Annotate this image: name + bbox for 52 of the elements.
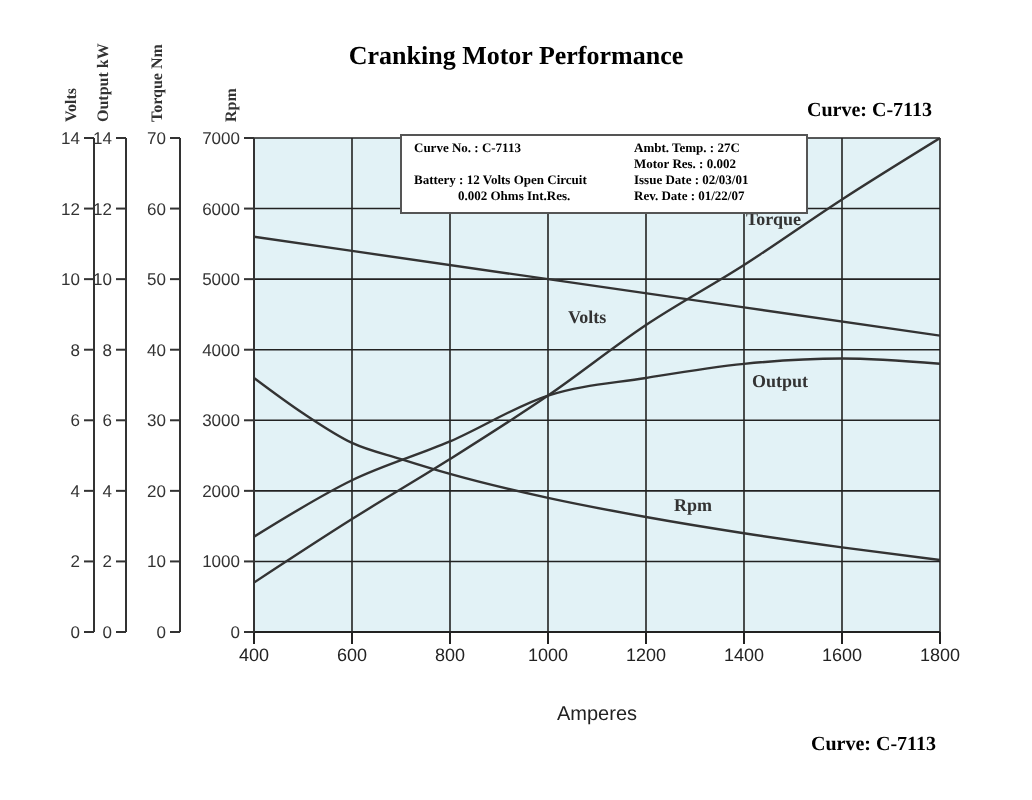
y2-tick-label: 0 bbox=[156, 622, 167, 643]
y-tick-label: 0 bbox=[230, 622, 241, 643]
y-axis-title: Rpm bbox=[222, 87, 240, 122]
x-tick-label: 1800 bbox=[919, 644, 961, 665]
x-tick-label: 600 bbox=[336, 644, 368, 665]
text: Output kW bbox=[94, 43, 112, 122]
text: Curve: C-7113 bbox=[811, 734, 936, 756]
text: 2 bbox=[70, 551, 81, 572]
chart-title: Cranking Motor Performance bbox=[348, 40, 684, 70]
x-tick-label: 800 bbox=[434, 644, 466, 665]
y-tick-label: 1000 bbox=[202, 551, 241, 572]
series-label: Rpm bbox=[674, 494, 714, 515]
y3-tick-label: 2 bbox=[102, 551, 113, 572]
y2-tick-label: 60 bbox=[147, 198, 167, 219]
x-axis-title: Amperes bbox=[556, 704, 638, 726]
y2-axis-title: Torque Nm bbox=[148, 43, 166, 122]
y3-axis-title: Volts bbox=[62, 87, 80, 122]
y2-tick-label: 30 bbox=[147, 410, 167, 431]
x-tick-label: 1000 bbox=[527, 644, 569, 665]
text: 0 bbox=[70, 622, 81, 643]
y-tick-label: 5000 bbox=[202, 269, 241, 290]
y-tick-label: 6000 bbox=[202, 198, 241, 219]
y3-tick-label: 14 bbox=[93, 128, 113, 149]
y-tick-label: 7000 bbox=[202, 128, 241, 149]
y-tick-label: 4000 bbox=[202, 339, 241, 360]
series-label: Volts bbox=[568, 307, 608, 328]
text: 12 bbox=[61, 198, 81, 219]
text: 10 bbox=[61, 269, 81, 290]
x-tick-label: 1200 bbox=[625, 644, 667, 665]
y2-tick-label: 70 bbox=[147, 128, 167, 149]
series-label: Torque bbox=[746, 209, 802, 230]
y2-tick-label: 20 bbox=[147, 480, 167, 501]
x-tick-label: 400 bbox=[238, 644, 270, 665]
y-tick-label: 2000 bbox=[202, 480, 241, 501]
y2-tick-label: 50 bbox=[147, 269, 167, 290]
y3-tick-label: 4 bbox=[102, 480, 113, 501]
y2-tick-label: 10 bbox=[147, 551, 167, 572]
y3-tick-label: 10 bbox=[93, 269, 113, 290]
y2-tick-label: 40 bbox=[147, 339, 167, 360]
text: 6 bbox=[70, 410, 81, 431]
x-tick-label: 1400 bbox=[723, 644, 765, 665]
y3-tick-label: 6 bbox=[102, 410, 113, 431]
y-tick-label: 3000 bbox=[202, 410, 241, 431]
y3-tick-label: 0 bbox=[102, 622, 113, 643]
x-tick-label: 1600 bbox=[821, 644, 863, 665]
series-label: Output bbox=[752, 370, 809, 391]
text: 4 bbox=[70, 480, 81, 501]
text: Curve: C-7113 bbox=[807, 100, 932, 122]
text: 8 bbox=[70, 339, 81, 360]
y3-tick-label: 8 bbox=[102, 339, 113, 360]
y3-tick-label: 12 bbox=[93, 198, 113, 219]
text: 14 bbox=[61, 128, 81, 149]
